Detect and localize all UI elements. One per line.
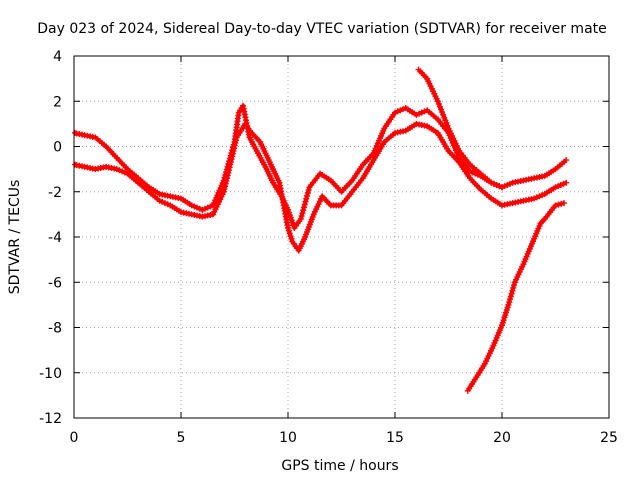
data-point [507,296,514,303]
y-tick-label: -12 [39,411,62,427]
data-point [509,287,516,294]
data-point [511,282,518,289]
data-point [300,204,307,211]
x-tick-label: 5 [177,430,186,446]
data-point [499,184,505,191]
series-line [73,103,568,230]
data-point [443,119,450,126]
y-tick-label: 4 [53,49,62,65]
series-layer [72,66,570,394]
chart-title: Day 023 of 2024, Sidereal Day-to-day VTE… [37,21,607,37]
series-track-upper [72,102,570,231]
data-point [558,200,565,207]
data-point [506,299,513,306]
y-tick-label: -8 [48,321,62,337]
y-tick-label: -6 [48,275,62,291]
data-point [552,202,559,209]
data-point [305,187,312,194]
data-point [563,179,570,186]
tick-layer: 0 5 10 15 20 25 -12 -10 -8 -6 -4 -2 0 2 4 [39,49,618,446]
data-point [300,207,307,214]
series-track-lower [72,120,570,254]
y-tick-label: -4 [48,230,62,246]
y-axis-label: SDTVAR / TECUs [7,180,23,295]
y-tick-label: 0 [53,140,62,156]
data-point [286,230,293,237]
y-tick-label: -2 [48,185,62,201]
data-point [301,201,308,208]
data-point [508,290,515,297]
x-axis-label: GPS time / hours [281,458,398,474]
data-point [563,157,570,164]
x-tick-label: 0 [70,430,79,446]
x-tick-label: 20 [493,430,511,446]
series-track-descent [464,200,568,394]
series-track-late [415,66,505,191]
data-point [298,213,305,220]
grid-layer [74,56,609,418]
data-point [510,284,517,291]
data-point [561,200,568,207]
data-point [304,189,311,196]
y-tick-label: -10 [39,366,62,382]
data-point [507,293,514,300]
data-point [297,215,304,222]
x-tick-label: 25 [600,430,618,446]
data-point [285,224,291,231]
y-tick-label: 2 [53,94,62,110]
x-tick-label: 10 [279,430,297,446]
data-point [303,195,310,202]
data-point [439,109,446,116]
data-point [434,98,441,105]
data-point [435,100,442,107]
data-point [436,103,443,110]
data-point [438,106,445,113]
data-point [287,233,294,240]
data-point [442,117,449,124]
data-point [444,122,451,129]
series-line [466,201,565,392]
data-point [302,198,309,205]
data-point [505,301,512,308]
data-point [299,210,306,217]
data-point [441,114,448,121]
x-tick-label: 15 [386,430,404,446]
data-point [288,235,295,242]
data-point [285,227,292,234]
data-point [555,201,562,208]
data-point [440,111,447,118]
data-point [304,192,311,199]
